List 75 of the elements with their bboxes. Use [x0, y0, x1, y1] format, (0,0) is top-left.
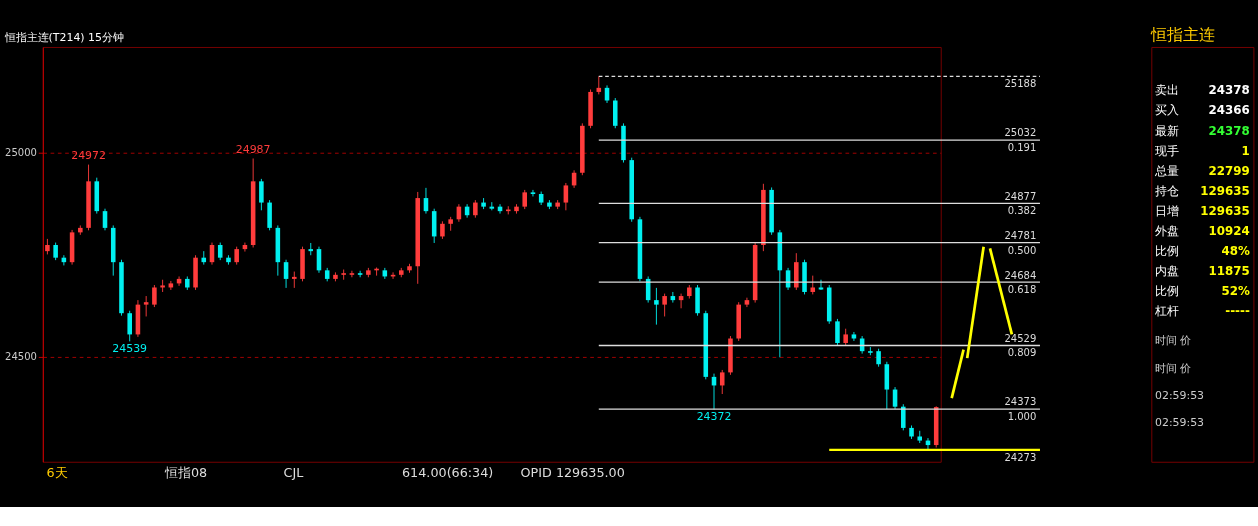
text: OPID 129635.00 — [520, 465, 625, 481]
ref-line-label: 25032 — [1004, 127, 1037, 139]
annotation: 24972 — [71, 149, 106, 163]
category-label: 卖出 — [1154, 83, 1179, 98]
candlestick — [563, 182, 569, 211]
category-label: 最新 — [1154, 123, 1179, 138]
candlestick — [127, 310, 132, 342]
text: 129635 — [1200, 183, 1250, 198]
category-label: 内盘 — [1154, 263, 1179, 278]
ref-line-label: 24877 — [1004, 190, 1037, 202]
text: 恒指主连 — [1150, 24, 1216, 44]
text: 时间 价 — [1154, 334, 1192, 348]
text: 恒指08 — [164, 465, 208, 481]
text: 614.00(66:34) — [402, 465, 494, 481]
annotation: 0.618 — [1007, 284, 1037, 296]
annotation: 25188 — [1004, 78, 1037, 90]
category-label: 持仓 — [1154, 183, 1179, 198]
candlestick — [851, 331, 857, 342]
candlestick — [901, 403, 906, 431]
text: 10924 — [1208, 223, 1250, 238]
candlestick — [810, 275, 816, 295]
candlestick — [357, 270, 363, 278]
text: 6天 — [46, 465, 68, 481]
category-label: 外盘 — [1154, 223, 1179, 238]
candlestick — [160, 279, 165, 293]
text: 52% — [1221, 283, 1250, 298]
y-tick-label: 24500 — [5, 351, 37, 363]
candlestick — [308, 242, 314, 256]
candlestick — [143, 295, 149, 317]
annotation: 24372 — [696, 410, 732, 424]
annotation: 0.191 — [1007, 142, 1037, 154]
text: 时间 价 — [1154, 361, 1192, 375]
ref-line-label: 24684 — [1004, 269, 1037, 281]
candlestick — [818, 279, 824, 291]
candlestick — [522, 189, 527, 210]
text: 24366 — [1208, 103, 1250, 118]
text: 24378 — [1208, 123, 1250, 138]
candlestick — [662, 293, 667, 317]
ref-line-label: 24373 — [1004, 396, 1037, 408]
annotation: 24273 — [1004, 451, 1037, 463]
ref-line-label: 24781 — [1004, 229, 1037, 241]
candlestick — [259, 178, 264, 211]
text: 129635 — [1200, 203, 1250, 218]
candlestick — [292, 271, 297, 289]
chart-title: 恒指主连(T214) 15分钟 — [3, 30, 124, 44]
category-label: 比例 — [1154, 243, 1179, 258]
category-label: 杠杆 — [1153, 304, 1179, 319]
text: 02:59:53 — [1154, 416, 1205, 430]
annotation: 24539 — [112, 342, 148, 356]
text: 48% — [1221, 243, 1250, 258]
text: 22799 — [1208, 163, 1250, 178]
text: ----- — [1225, 304, 1250, 319]
text: CJL — [283, 465, 305, 481]
category-label: 日增 — [1154, 203, 1179, 218]
category-label: 买入 — [1154, 103, 1179, 118]
annotation: 1.000 — [1007, 411, 1037, 423]
y-tick-label: 25000 — [5, 147, 37, 159]
candlestick — [719, 369, 725, 395]
candlestick — [349, 270, 355, 278]
text: 1 — [1241, 143, 1250, 158]
text: 24378 — [1208, 83, 1250, 98]
candlestick — [152, 284, 157, 308]
category-label: 现手 — [1154, 143, 1179, 158]
candlestick — [654, 287, 659, 326]
annotation: 0.500 — [1007, 244, 1037, 256]
category-label: 比例 — [1154, 283, 1179, 298]
category-label: 总量 — [1153, 163, 1179, 178]
text: 11875 — [1208, 263, 1250, 278]
candlestick — [835, 318, 840, 346]
ref-line-label: 24529 — [1004, 332, 1037, 344]
annotation: 0.809 — [1007, 347, 1037, 359]
annotation: 0.382 — [1007, 205, 1037, 217]
candlestick — [530, 189, 536, 197]
annotation: 24987 — [235, 143, 271, 156]
text: 02:59:53 — [1154, 388, 1205, 402]
